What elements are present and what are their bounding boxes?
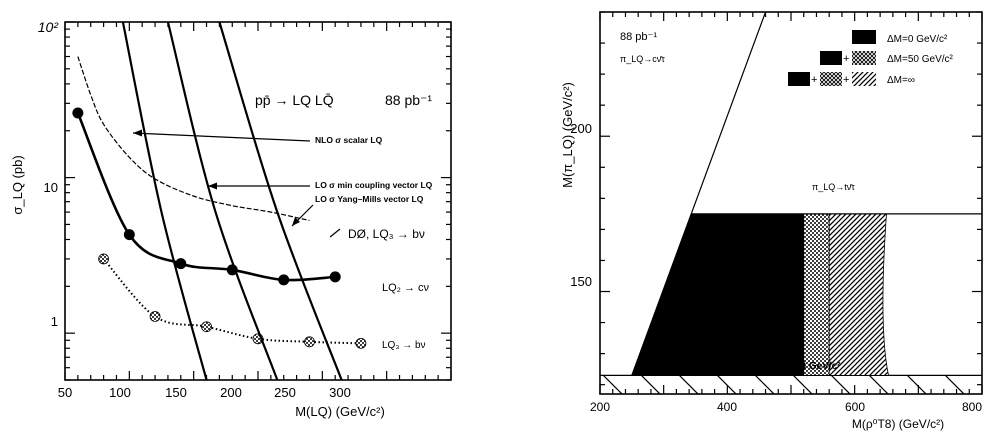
right-y-tick-label: 200 xyxy=(570,121,592,136)
legend-swatch-solid xyxy=(820,51,842,65)
kinematic-limit-line xyxy=(631,11,767,376)
lq3-line xyxy=(102,258,361,345)
right-lumi-label: 88 pb⁻¹ xyxy=(620,31,657,43)
nlo-arrowhead xyxy=(133,129,142,137)
legend-swatch-solid xyxy=(852,30,876,44)
lq2-point xyxy=(329,271,341,283)
legend-swatch-crosshatch xyxy=(820,72,842,86)
right-x-axis-label: M(ρ⁰T8) (GeV/c²) xyxy=(852,417,944,431)
lq2-line xyxy=(76,112,336,282)
left-x-tick-label: 200 xyxy=(220,385,242,400)
lq3-point xyxy=(304,336,315,348)
annotation-arrows xyxy=(132,129,341,238)
right-regions xyxy=(600,11,982,394)
left-series xyxy=(72,21,367,381)
legend-plus: + xyxy=(811,74,817,86)
excluded-region xyxy=(631,213,805,376)
right-y-tick-label: 150 xyxy=(570,274,592,289)
decay-t-label: π_LQ→tν̄τ xyxy=(812,182,855,192)
legend-plus: + xyxy=(843,53,849,65)
lq3-label: LQ₃ → bν xyxy=(382,340,426,351)
decay-c-label: π_LQ→cν̄τ xyxy=(620,54,665,64)
left-y-tick-label: 10 xyxy=(44,180,58,195)
cdf-limit-label: CDF LQ₂ limit = 123 GeV/c² xyxy=(713,361,841,372)
right-y-axis-label: M(π_LQ) (GeV/c²) xyxy=(560,82,575,188)
theory-line xyxy=(166,21,279,381)
right-x-tick-label: 200 xyxy=(590,400,610,414)
legend-entry: ΔM=∞ xyxy=(887,75,915,86)
nlo-arrow xyxy=(132,132,311,142)
legend: ΔM=0 GeV/c² + ΔM=50 GeV/c² + + ΔM=∞ xyxy=(788,30,954,86)
lq2-point xyxy=(175,258,187,270)
left-axis-ticks xyxy=(64,21,452,381)
lo-min-label: LO σ min coupling vector LQ xyxy=(315,180,433,190)
lq3-point xyxy=(201,321,212,333)
legend-swatch-hatch xyxy=(852,72,876,86)
left-x-tick-label: 150 xyxy=(165,385,187,400)
lq2-point xyxy=(278,274,290,286)
left-x-tick-label: 250 xyxy=(274,385,296,400)
lq2-point xyxy=(123,229,135,241)
process-label: pp̄ → LQ LQ̄ xyxy=(255,92,334,108)
lo-ym-arrowhead xyxy=(292,217,300,226)
right-x-tick-label: 800 xyxy=(962,400,982,414)
legend-entry: ΔM=0 GeV/c² xyxy=(887,34,948,45)
excluded-region xyxy=(828,213,889,376)
legend-swatch-crosshatch xyxy=(852,51,876,65)
left-chart: σ_LQ (pb) M(LQ) (GeV/c²) 10² 10 1 50 100… xyxy=(10,19,452,419)
left-y-axis-label: σ_LQ (pb) xyxy=(10,155,25,214)
d0-pointer xyxy=(329,228,341,238)
right-x-tick-label: 400 xyxy=(717,400,737,414)
theory-line xyxy=(121,21,208,381)
lo-ym-label: LO σ Yang–Mills vector LQ xyxy=(315,194,424,204)
lq2-label: LQ₂ → cν xyxy=(382,282,430,294)
cdf-excluded-region xyxy=(600,375,982,394)
legend-entry: ΔM=50 GeV/c² xyxy=(887,54,954,65)
lo-min-arrowhead xyxy=(208,182,217,190)
theory-line xyxy=(218,21,343,381)
left-x-tick-label: 300 xyxy=(329,385,351,400)
lumi-label: 88 pb⁻¹ xyxy=(385,92,432,108)
lq3-point xyxy=(355,337,367,349)
right-chart: M(π_LQ) (GeV/c²) M(ρ⁰T8) (GeV/c²) 200 15… xyxy=(560,11,983,431)
legend-plus: + xyxy=(843,74,849,86)
right-x-tick-label: 600 xyxy=(845,400,865,414)
left-x-tick-label: 100 xyxy=(109,385,131,400)
d0-label: DØ, LQ₃ → bν xyxy=(348,227,425,241)
left-x-axis-label: M(LQ) (GeV/c²) xyxy=(295,404,385,419)
excluded-region xyxy=(803,213,830,376)
d0-line xyxy=(77,56,310,222)
lq3-point xyxy=(98,253,109,265)
left-y-tick-label: 1 xyxy=(51,314,58,329)
lq2-point xyxy=(72,107,84,119)
lq3-point xyxy=(149,311,161,322)
left-x-tick-label: 50 xyxy=(58,385,72,400)
legend-swatch-solid xyxy=(788,72,810,86)
right-axis-ticks xyxy=(599,11,983,394)
nlo-label: NLO σ scalar LQ xyxy=(315,135,383,145)
left-y-tick-label: 10² xyxy=(38,19,60,35)
